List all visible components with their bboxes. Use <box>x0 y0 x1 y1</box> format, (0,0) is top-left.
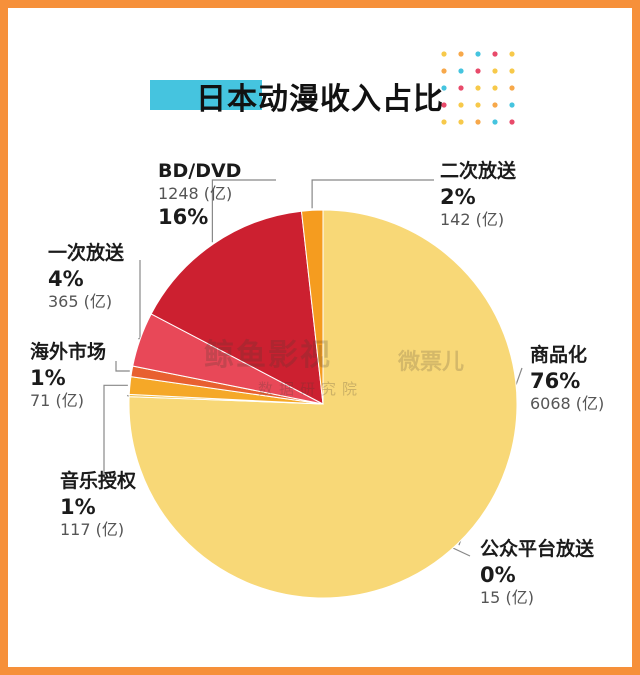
slice-label-percent: 76% <box>530 368 581 393</box>
decorative-dot-grid <box>441 51 515 125</box>
decorative-dot <box>458 119 464 125</box>
slice-label-name: 商品化 <box>530 344 588 366</box>
slice-label-amount: 15 (亿) <box>480 588 534 607</box>
decorative-dot <box>441 51 447 57</box>
slice-label-percent: 4% <box>48 266 84 291</box>
decorative-dot <box>458 102 464 108</box>
decorative-dot <box>475 119 481 125</box>
slice-label-percent: 16% <box>158 204 209 229</box>
decorative-dot <box>492 102 498 108</box>
decorative-dot <box>509 102 515 108</box>
slice-label-first-broadcast: 一次放送 4% 365 (亿) <box>48 242 124 312</box>
slice-label-merchandise: 商品化 76% 6068 (亿) <box>530 344 604 414</box>
slice-label-amount: 365 (亿) <box>48 292 113 311</box>
pie-slice <box>128 209 518 599</box>
slice-label-name: 音乐授权 <box>60 470 137 492</box>
decorative-dot <box>475 85 481 91</box>
pie-slices <box>128 209 518 599</box>
leader-line <box>115 361 130 372</box>
decorative-dot <box>458 85 464 91</box>
slice-label-amount: 1248 (亿) <box>158 183 233 203</box>
slice-label-amount: 71 (亿) <box>30 391 84 410</box>
decorative-dot <box>509 85 515 91</box>
slice-label-percent: 2% <box>440 184 476 209</box>
leader-line <box>211 179 276 243</box>
watermark-brand: 微票儿 <box>398 350 465 375</box>
slice-label-percent: 1% <box>60 494 96 519</box>
pie-chart <box>103 179 523 599</box>
decorative-dot <box>441 68 447 74</box>
title-accent-bar <box>150 80 262 110</box>
decorative-dot <box>509 51 515 57</box>
slice-label-bd-dvd: BD/DVD 1248 (亿) 16% <box>158 160 241 230</box>
slice-label-name: 一次放送 <box>48 242 125 264</box>
decorative-dot <box>441 102 447 108</box>
slice-label-amount: 117 (亿) <box>60 520 125 539</box>
decorative-dot <box>441 119 447 125</box>
decorative-dot <box>492 119 498 125</box>
slice-label-name: 海外市场 <box>30 341 107 363</box>
pie-slice <box>150 210 324 405</box>
decorative-dot <box>475 102 481 108</box>
chart-title: 日本动漫收入占比 <box>196 82 444 117</box>
slice-label-public-platform: 公众平台放送 0% 15 (亿) <box>480 538 594 608</box>
leader-line <box>138 260 141 340</box>
slice-label-amount: 6068 (亿) <box>530 394 605 413</box>
decorative-dot <box>458 51 464 57</box>
watermark-subtext: 数据研究院 <box>258 380 364 398</box>
decorative-dot <box>492 85 498 91</box>
watermark-text: 鲸鱼影视 <box>204 338 332 373</box>
slice-label-name: 二次放送 <box>440 160 517 182</box>
slice-label-percent: 1% <box>30 365 66 390</box>
decorative-dot <box>509 68 515 74</box>
chart-title-block: 日本动漫收入占比 <box>150 70 490 120</box>
slice-label-amount: 142 (亿) <box>440 210 505 229</box>
decorative-dot <box>441 85 447 91</box>
leader-line <box>311 179 434 209</box>
decorative-dot <box>458 68 464 74</box>
leader-line <box>103 384 128 478</box>
slice-label-name: 公众平台放送 <box>480 538 595 560</box>
decorative-dot <box>475 51 481 57</box>
chart-card: 日本动漫收入占比 鲸鱼影视 微票儿 数据研究院 商品化 76% 6068 (亿)… <box>8 8 632 667</box>
decorative-dot <box>475 68 481 74</box>
decorative-dot <box>492 51 498 57</box>
slice-label-name: BD/DVD <box>158 160 242 182</box>
slice-label-second-broadcast: 二次放送 2% 142 (亿) <box>440 160 516 230</box>
pie-slice <box>300 209 324 405</box>
slice-label-percent: 0% <box>480 562 516 587</box>
decorative-dot <box>509 119 515 125</box>
decorative-dot <box>492 68 498 74</box>
slice-label-overseas-market: 海外市场 1% 71 (亿) <box>30 341 106 411</box>
slice-label-music-licensing: 音乐授权 1% 117 (亿) <box>60 470 136 540</box>
